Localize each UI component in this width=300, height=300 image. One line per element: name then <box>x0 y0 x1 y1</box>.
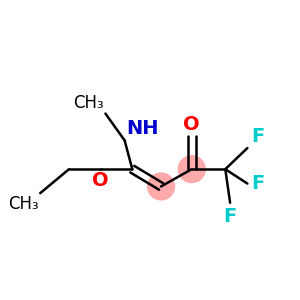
Circle shape <box>148 173 175 200</box>
Text: CH₃: CH₃ <box>73 94 103 112</box>
Text: CH₃: CH₃ <box>8 195 38 213</box>
Circle shape <box>178 156 205 183</box>
Text: F: F <box>251 174 264 193</box>
Text: NH: NH <box>127 119 159 139</box>
Text: F: F <box>251 127 264 146</box>
Text: F: F <box>224 207 237 226</box>
Text: O: O <box>183 115 200 134</box>
Text: O: O <box>92 171 109 190</box>
